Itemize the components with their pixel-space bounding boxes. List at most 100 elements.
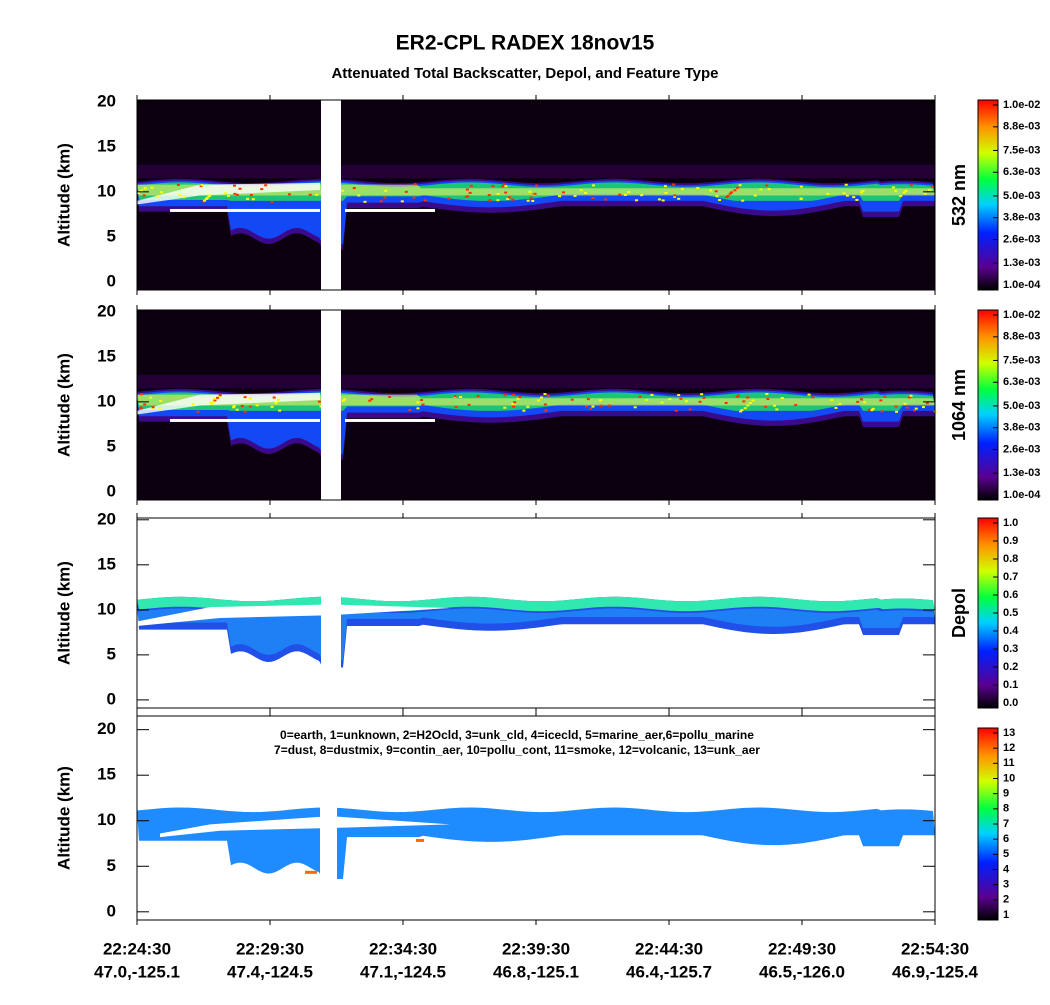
curtain-feature [544, 409, 548, 412]
curtain-feature [664, 192, 668, 195]
curtain-feature [209, 401, 213, 404]
feature-legend: 7=dust, 8=dustmix, 9=contin_aer, 10=poll… [274, 743, 760, 757]
curtain-feature [496, 199, 500, 202]
curtain-feature [794, 403, 798, 406]
colorbar-tick-label: 1.0e-04 [1003, 489, 1041, 501]
colorbar-tick-label: 3.8e-03 [1003, 212, 1040, 224]
curtain-feature [591, 405, 595, 408]
curtain-background [137, 374, 935, 389]
curtain-feature [880, 410, 884, 413]
colorbar [977, 309, 999, 501]
curtain-feature [753, 194, 757, 197]
curtain-feature [765, 393, 769, 396]
curtain-feature [160, 816, 450, 838]
curtain-feature [454, 405, 458, 408]
curtain-feature [260, 188, 264, 191]
curtain-feature [677, 394, 681, 397]
curtain-feature [305, 870, 317, 874]
curtain-feature [400, 200, 404, 203]
y-tick-label: 15 [97, 346, 116, 365]
curtain-feature [345, 418, 435, 422]
x-tick-label: 47.4,-124.5 [227, 962, 313, 981]
curtain-feature [579, 189, 583, 192]
x-tick-label: 22:34:30 [369, 939, 437, 958]
curtain-feature [404, 190, 408, 193]
curtain-feature [528, 190, 532, 193]
curtain-feature [143, 187, 147, 190]
curtain-feature [834, 406, 838, 409]
curtain-feature [852, 196, 856, 199]
curtain-feature [688, 408, 692, 411]
curtain-feature [308, 193, 312, 196]
curtain-feature [845, 194, 849, 197]
curtain-feature [151, 407, 155, 410]
missing-data-gap [321, 100, 341, 290]
colorbar-tick-label: 4 [1003, 863, 1010, 875]
x-tick-label: 46.9,-125.4 [892, 962, 979, 981]
curtain-feature [487, 194, 491, 197]
curtain-feature [512, 405, 516, 408]
colorbar-tick-label: 0.0 [1003, 697, 1018, 709]
curtain-feature [200, 184, 204, 187]
curtain-feature [421, 403, 425, 406]
curtain-feature [724, 401, 728, 404]
curtain-feature [715, 195, 719, 198]
curtain-feature [363, 200, 367, 203]
curtain-feature [599, 404, 603, 407]
colorbar-tick-label: 0.1 [1003, 679, 1018, 691]
curtain-feature [743, 407, 747, 410]
curtain-feature [491, 184, 495, 187]
curtain-feature [773, 404, 777, 407]
curtain-feature [170, 418, 320, 422]
missing-data-gap [320, 802, 337, 880]
curtain-feature [370, 398, 374, 401]
y-axis-label: Altitude (km) [54, 561, 73, 665]
curtain-feature [210, 401, 214, 404]
missing-data-gap [321, 310, 341, 500]
curtain-feature [526, 405, 530, 408]
curtain-feature [139, 406, 143, 409]
curtain-feature [420, 399, 424, 402]
curtain-feature [191, 403, 195, 406]
curtain-feature [238, 187, 242, 190]
curtain-feature [558, 195, 562, 198]
curtain-feature [468, 191, 472, 194]
curtain-feature [466, 195, 470, 198]
curtain-image [137, 518, 935, 708]
curtain-feature [496, 192, 500, 195]
curtain-feature [799, 185, 803, 188]
curtain-feature [531, 199, 535, 202]
curtain-feature [232, 406, 236, 409]
curtain-feature [894, 190, 898, 193]
curtain-feature [766, 398, 770, 401]
curtain-feature [627, 191, 631, 194]
y-tick-label: 20 [97, 509, 116, 528]
colorbar-tick-label: 8.8e-03 [1003, 121, 1040, 133]
y-tick-label: 5 [107, 226, 116, 245]
colorbar-tick-label: 12 [1003, 742, 1015, 754]
curtain-feature [863, 401, 867, 404]
x-tick-label: 46.4,-125.7 [626, 962, 712, 981]
curtain-feature [680, 188, 684, 191]
curtain-feature [416, 838, 424, 842]
x-tick-label: 22:54:30 [901, 939, 969, 958]
curtain-feature [255, 404, 259, 407]
curtain-feature [540, 396, 544, 399]
curtain-feature [570, 398, 574, 401]
curtain-image [137, 100, 935, 290]
curtain-feature [137, 604, 450, 627]
curtain-feature [156, 195, 160, 198]
colorbar-tick-label: 0.8 [1003, 553, 1018, 565]
curtain-feature [453, 395, 457, 398]
x-tick-label: 47.1,-124.5 [360, 962, 446, 981]
curtain-feature [907, 396, 911, 399]
curtain-feature [150, 186, 154, 189]
colorbar-tick-label: 11 [1003, 757, 1015, 769]
curtain-feature [243, 410, 247, 413]
curtain-feature [511, 393, 515, 396]
colorbar-tick-label: 5.0e-03 [1003, 190, 1040, 202]
curtain-feature [638, 395, 642, 398]
curtain-feature [213, 397, 217, 400]
curtain-feature [232, 184, 236, 187]
y-tick-label: 15 [97, 554, 116, 573]
